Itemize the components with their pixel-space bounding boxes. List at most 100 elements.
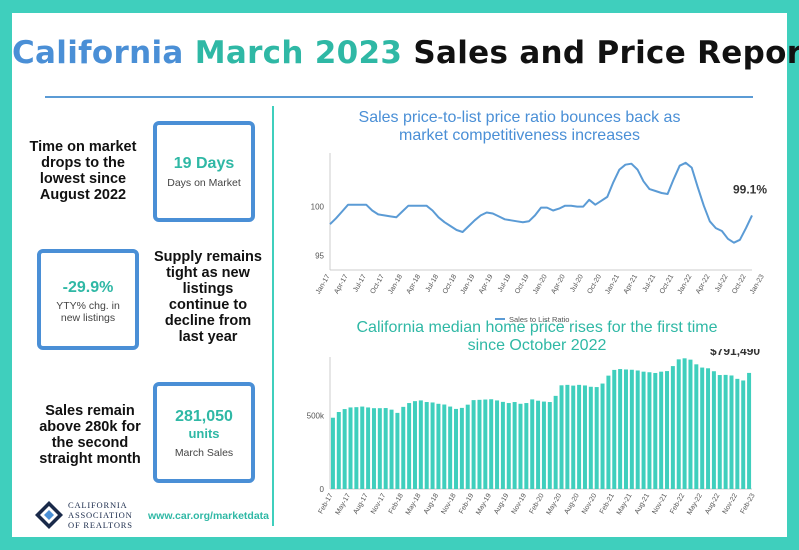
report-card: California March 2023 Sales and Price Re… [12,13,799,537]
price-bar [641,371,646,489]
price-bar [606,375,611,489]
price-bar [577,384,582,489]
price-bar [588,386,593,489]
price-bar [594,387,599,489]
bar-x-tick-label: Feb-21 [599,492,616,515]
line-x-tick-label: Jan-18 [387,273,404,295]
bar-x-tick-label: May-17 [335,492,353,516]
price-bar [395,412,400,489]
bar-x-tick-label: Feb-19 [458,492,475,515]
price-bar [647,372,652,489]
price-bar [670,366,675,489]
price-bar [553,395,558,489]
bar-x-tick-label: Nov-22 [722,492,739,515]
line-chart-title: Sales price-to-list price ratio bounces … [358,109,681,144]
price-bar [682,358,687,489]
price-bar [348,407,353,489]
price-bar [635,370,640,489]
bar-x-tick-label: May-22 [686,492,704,516]
listings-description: Supply remains tight as new listings con… [154,249,262,345]
price-bar [430,402,435,489]
listings-value: -29.9% [62,279,114,296]
page-title: California March 2023 Sales and Price Re… [12,35,799,71]
line-x-tick-label: Jan-21 [604,273,621,295]
price-bar [371,408,376,489]
bar-end-data-label: $791,490 [710,349,760,358]
line-end-data-label: 99.1% [733,182,767,196]
price-bar [600,383,605,489]
sales-description: Sales remain above 280k for the second s… [39,403,141,467]
dom-box: 19 Days Days on Market [153,121,255,222]
line-x-tick-label: Jul-21 [642,273,658,293]
line-x-tick-label: Jul-20 [569,273,585,293]
price-bar [389,409,394,489]
bar-x-tick-label: May-19 [475,492,493,516]
bar-x-tick-label: Nov-18 [440,492,457,515]
bar-x-tick-label: Nov-20 [581,492,598,515]
bar-x-tick-label: Feb-22 [669,492,686,515]
price-bar [471,400,476,489]
price-bar [407,403,412,489]
org-line-2: ASSOCIATION [68,510,133,520]
price-bar [459,407,464,489]
org-line-1: CALIFORNIA [68,500,128,510]
line-x-tick-label: Jan-22 [677,273,694,295]
line-x-tick-label: Jan-19 [460,273,477,295]
price-bar [489,399,494,489]
price-bar [711,371,716,489]
price-bar [623,369,628,489]
price-bar [717,375,722,489]
price-bar [612,369,617,489]
line-x-tick-label: Jul-17 [352,273,368,293]
bar-x-tick-label: Aug-17 [352,492,369,515]
bar-x-tick-label: Feb-17 [318,492,335,515]
line-y-tick-label: 95 [315,251,324,260]
sales-unit: units [188,426,220,441]
price-bar [723,374,728,489]
price-bar [424,402,429,489]
line-y-tick-label: 100 [311,203,325,212]
price-bar [342,409,347,489]
bar-x-tick-label: Aug-21 [634,492,651,515]
car-logo-icon [35,501,63,529]
price-bar [495,400,500,489]
price-bar [541,401,546,489]
line-x-tick-label: Apr-20 [550,273,567,295]
line-x-tick-label: Oct-20 [586,273,603,295]
price-bar [442,404,447,489]
column-divider [272,106,274,526]
price-bar [336,412,341,489]
price-bar [694,364,699,489]
line-x-tick-label: Apr-22 [695,273,712,295]
line-x-tick-label: Jul-19 [497,273,513,293]
line-x-tick-label: Oct-22 [731,273,748,295]
price-bar [506,403,511,489]
line-x-tick-label: Oct-18 [442,273,459,295]
bar-x-tick-label: Nov-21 [651,492,668,515]
price-bar [530,399,535,489]
price-bar [706,368,711,489]
price-bar [729,375,734,489]
title-divider [45,96,753,98]
market-data-link[interactable]: www.car.org/marketdata [148,510,269,522]
bar-x-tick-label: Aug-18 [423,492,440,515]
price-bar [547,402,552,489]
price-bar [436,403,441,489]
line-x-tick-label: Apr-21 [623,273,640,295]
listings-label: YTY% chg. in new listings [56,300,120,324]
price-bar [629,369,634,489]
org-name: CALIFORNIA ASSOCIATION OF REALTORS [68,500,133,530]
price-bar [366,407,371,489]
price-bar [512,402,517,489]
price-bar [536,400,541,489]
price-bar [559,385,564,489]
sales-to-list-series-line [329,161,753,244]
price-bar [418,400,423,489]
org-line-3: OF REALTORS [68,520,133,530]
title-month: March 2023 [194,35,403,71]
dom-description: Time on market drops to the lowest since… [29,139,137,203]
dom-label: Days on Market [167,177,241,189]
line-x-tick-label: Jan-20 [532,273,549,295]
